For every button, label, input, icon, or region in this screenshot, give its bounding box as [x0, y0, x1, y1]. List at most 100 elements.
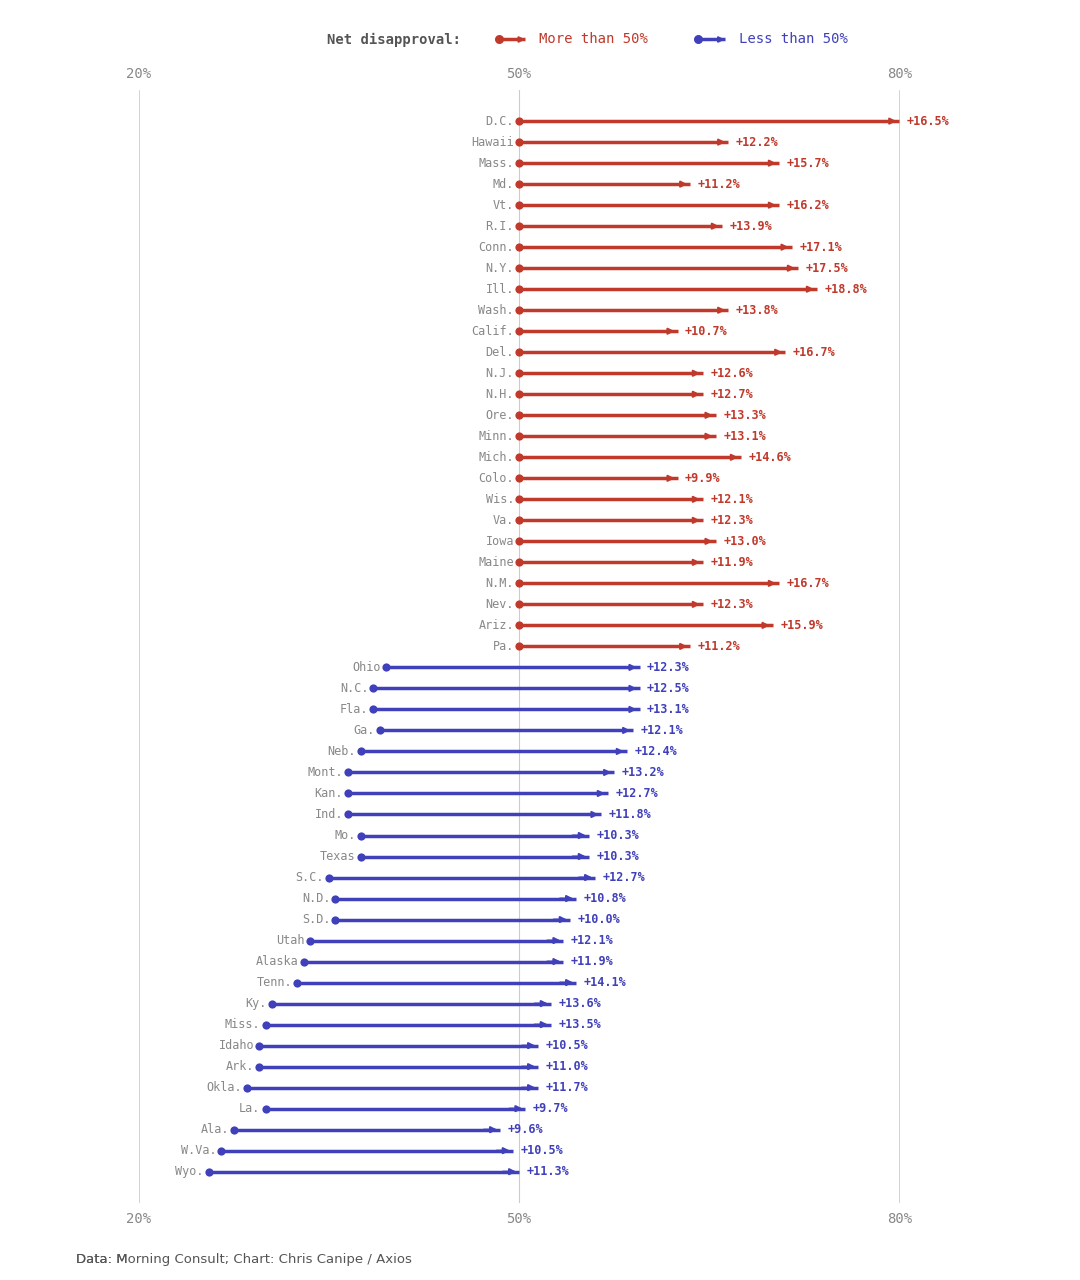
Text: +9.6%: +9.6%: [508, 1123, 543, 1137]
Point: [511, 152, 528, 173]
Text: Ohio: Ohio: [352, 660, 381, 673]
Text: Ill.: Ill.: [486, 283, 514, 296]
Text: Idaho: Idaho: [218, 1039, 254, 1052]
Point: [339, 783, 356, 804]
Text: N.J.: N.J.: [486, 367, 514, 380]
Text: +11.3%: +11.3%: [527, 1165, 569, 1178]
Text: +12.1%: +12.1%: [640, 724, 684, 737]
Text: S.C.: S.C.: [296, 870, 324, 884]
Point: [511, 616, 528, 636]
Text: Md.: Md.: [492, 178, 514, 191]
Point: [301, 931, 319, 951]
Text: +10.3%: +10.3%: [596, 829, 639, 842]
Point: [511, 552, 528, 572]
Point: [327, 909, 345, 929]
Point: [511, 279, 528, 300]
Point: [226, 1120, 243, 1140]
Text: +14.1%: +14.1%: [584, 977, 626, 989]
Text: Conn.: Conn.: [478, 241, 514, 253]
Text: +11.8%: +11.8%: [609, 808, 652, 820]
Text: +13.1%: +13.1%: [647, 703, 690, 716]
Text: Nev.: Nev.: [486, 598, 514, 611]
Text: Mont.: Mont.: [308, 765, 343, 780]
Text: Net disapproval:: Net disapproval:: [327, 32, 461, 46]
Text: +15.9%: +15.9%: [780, 620, 823, 632]
Text: +13.2%: +13.2%: [622, 765, 664, 780]
Text: La.: La.: [240, 1102, 260, 1115]
Text: +12.1%: +12.1%: [711, 493, 753, 506]
Point: [511, 468, 528, 489]
Point: [352, 741, 369, 762]
Text: Maine: Maine: [478, 556, 514, 568]
Point: [511, 364, 528, 384]
Text: +12.7%: +12.7%: [616, 787, 658, 800]
Text: +15.7%: +15.7%: [786, 156, 829, 170]
Text: N.Y.: N.Y.: [486, 261, 514, 275]
Text: Ala.: Ala.: [201, 1123, 229, 1137]
Text: +12.3%: +12.3%: [711, 598, 753, 611]
Text: Mich.: Mich.: [478, 451, 514, 463]
Text: +18.8%: +18.8%: [824, 283, 867, 296]
Text: +16.2%: +16.2%: [786, 198, 829, 211]
Point: [511, 594, 528, 614]
Text: Del.: Del.: [486, 346, 514, 358]
Text: +12.1%: +12.1%: [571, 934, 613, 947]
Text: +13.6%: +13.6%: [558, 997, 602, 1010]
Text: +10.5%: +10.5%: [521, 1144, 563, 1157]
Text: +12.7%: +12.7%: [711, 388, 753, 401]
Point: [213, 1140, 230, 1161]
Text: +12.4%: +12.4%: [634, 745, 677, 758]
Text: Colo.: Colo.: [478, 472, 514, 485]
Text: Ark.: Ark.: [226, 1060, 254, 1073]
Point: [511, 531, 528, 552]
Text: Miss.: Miss.: [225, 1018, 260, 1032]
Point: [352, 826, 369, 846]
Text: Calif.: Calif.: [471, 325, 514, 338]
Text: Okla.: Okla.: [206, 1082, 242, 1094]
Text: Alaska: Alaska: [256, 955, 299, 968]
Text: Kan.: Kan.: [314, 787, 343, 800]
Text: Ga.: Ga.: [353, 724, 375, 737]
Text: +13.1%: +13.1%: [724, 430, 766, 443]
Point: [511, 636, 528, 657]
Text: +11.7%: +11.7%: [545, 1082, 589, 1094]
Point: [511, 426, 528, 447]
Text: Minn.: Minn.: [478, 430, 514, 443]
Text: +12.5%: +12.5%: [647, 682, 690, 695]
Text: Iowa: Iowa: [486, 535, 514, 548]
Text: +16.7%: +16.7%: [786, 577, 829, 590]
Text: Less than 50%: Less than 50%: [739, 32, 848, 46]
Text: +10.8%: +10.8%: [584, 892, 626, 905]
Text: +9.9%: +9.9%: [685, 472, 720, 485]
Text: +11.9%: +11.9%: [711, 556, 753, 568]
Point: [511, 259, 528, 279]
Text: +10.7%: +10.7%: [685, 325, 728, 338]
Text: N.M.: N.M.: [486, 577, 514, 590]
Point: [321, 868, 338, 888]
Text: +11.2%: +11.2%: [698, 640, 741, 653]
Point: [372, 721, 389, 741]
Text: +12.6%: +12.6%: [711, 367, 753, 380]
Text: Wash.: Wash.: [478, 303, 514, 316]
Text: More than 50%: More than 50%: [539, 32, 648, 46]
Text: Data: Morning Consult; Chart: Chris Canipe / Axios: Data: Morning Consult; Chart: Chris Cani…: [76, 1253, 411, 1266]
Text: +13.8%: +13.8%: [735, 303, 779, 316]
Text: Ore.: Ore.: [486, 408, 514, 422]
Point: [511, 511, 528, 531]
Text: +17.1%: +17.1%: [799, 241, 842, 253]
Text: Texas: Texas: [320, 850, 355, 863]
Text: +12.7%: +12.7%: [603, 870, 646, 884]
Point: [377, 657, 394, 677]
Point: [251, 1036, 268, 1056]
Text: D.C.: D.C.: [486, 115, 514, 128]
Text: +11.9%: +11.9%: [571, 955, 613, 968]
Text: Vt.: Vt.: [492, 198, 514, 211]
Text: +13.0%: +13.0%: [724, 535, 766, 548]
Text: Hawaii: Hawaii: [471, 136, 514, 148]
Text: +13.3%: +13.3%: [724, 408, 766, 422]
Text: +10.5%: +10.5%: [545, 1039, 589, 1052]
Text: Mass.: Mass.: [478, 156, 514, 170]
Text: +13.5%: +13.5%: [558, 1018, 602, 1032]
Text: Pa.: Pa.: [492, 640, 514, 653]
Point: [327, 888, 345, 909]
